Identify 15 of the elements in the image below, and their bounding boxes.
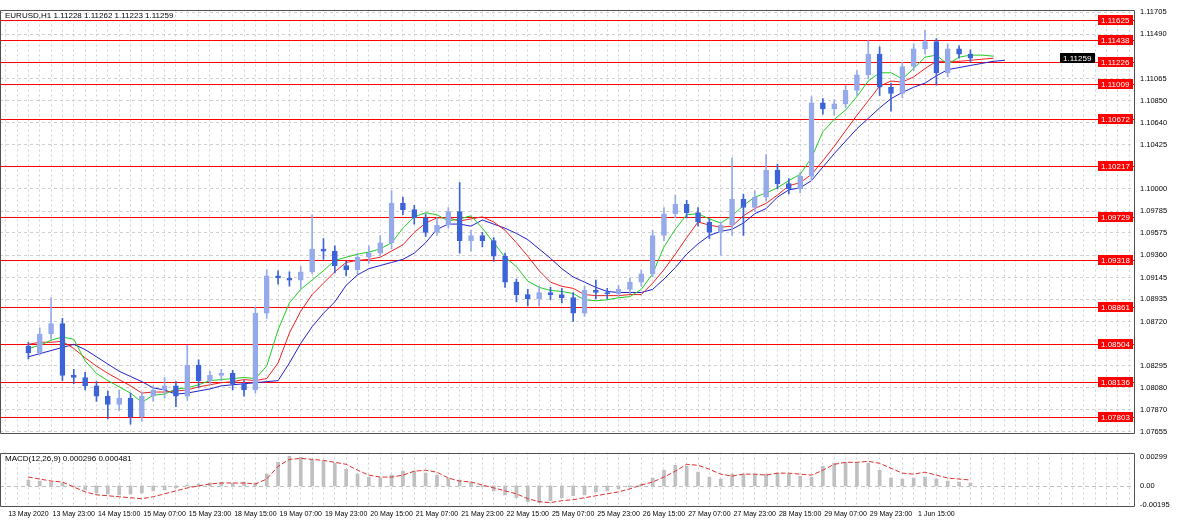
ref-line-label: 1.09318 [1101,255,1131,265]
ref-line-label: 1.10217 [1101,161,1131,171]
ref-line-label: 1.08136 [1101,377,1131,387]
chart-title: EURUSD,H1 1.11228 1.11262 1.11223 1.11259 [3,11,176,20]
ref-line-label: 1.09729 [1101,212,1131,222]
ref-line-label: 1.07803 [1101,412,1131,422]
ref-line-label: 1.10672 [1101,114,1131,124]
ref-line-label: 1.11625 [1101,15,1130,25]
ref-line-label: 1.11009 [1101,79,1130,89]
ref-line-label: 1.08504 [1101,339,1131,349]
ref-line-label: 1.11438 [1101,35,1130,45]
ref-line-label: 1.08861 [1101,302,1131,312]
annotation: 1.11259 [1063,53,1092,63]
chart-title: MACD(12,26,9) 0.000296 0.000481 [3,454,134,463]
ref-line-label: 1.11226 [1101,57,1130,67]
